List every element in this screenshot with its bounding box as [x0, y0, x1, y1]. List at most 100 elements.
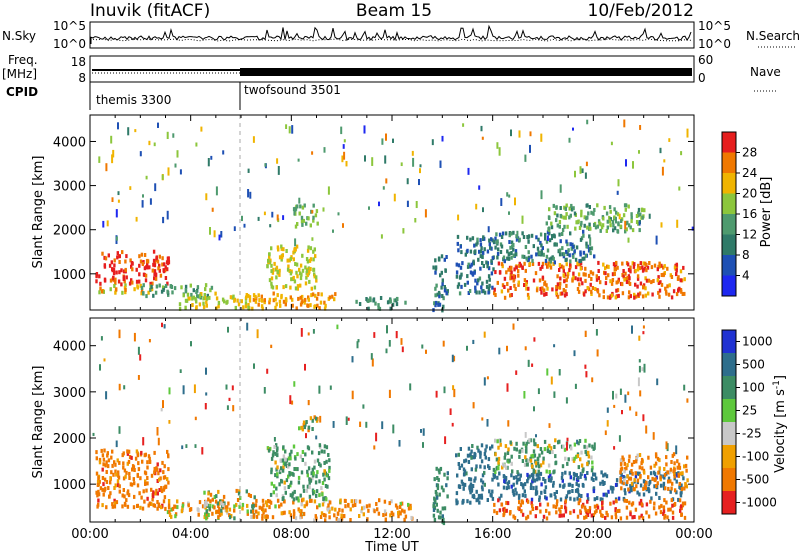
heatmap-cell [298, 426, 301, 431]
heatmap-cell [247, 168, 250, 173]
heatmap-cell [518, 237, 521, 242]
heatmap-cell [594, 225, 598, 230]
heatmap-cell [663, 472, 667, 477]
heatmap-cell [653, 484, 656, 489]
heatmap-cell [318, 385, 321, 394]
heatmap-cell [105, 505, 108, 510]
heatmap-cell [284, 297, 288, 302]
heatmap-cell [585, 452, 588, 457]
heatmap-cell [127, 449, 131, 454]
heatmap-cell [184, 284, 188, 289]
heatmap-cell [434, 490, 438, 494]
heatmap-cell [486, 419, 489, 427]
heatmap-cell [530, 254, 533, 259]
heatmap-cell [574, 276, 577, 281]
heatmap-cell [596, 496, 599, 501]
heatmap-cell [565, 283, 568, 288]
heatmap-cell [481, 417, 484, 421]
heatmap-cell [512, 278, 515, 283]
heatmap-cell [558, 285, 562, 290]
heatmap-cell [654, 461, 658, 466]
heatmap-cell [160, 486, 163, 490]
heatmap-cell [506, 451, 510, 455]
heatmap-cell [493, 475, 496, 480]
heatmap-cell [599, 481, 602, 486]
heatmap-cell [437, 468, 441, 473]
heatmap-cell [445, 291, 448, 296]
heatmap-cell [458, 291, 462, 296]
heatmap-cell [153, 142, 156, 147]
freq-tick-top: 18 [71, 55, 86, 69]
heatmap-cell [476, 237, 479, 242]
heatmap-cell [597, 219, 601, 224]
heatmap-cell [543, 292, 546, 297]
nsky-line [90, 24, 692, 44]
heatmap-cell [481, 261, 484, 265]
heatmap-cell [539, 266, 542, 271]
heatmap-cell [311, 210, 314, 214]
heatmap-cell [557, 249, 560, 254]
heatmap-cell [137, 346, 140, 355]
heatmap-cell [607, 489, 610, 494]
heatmap-cell [613, 272, 616, 276]
heatmap-cell [271, 270, 275, 275]
heatmap-cell [211, 511, 214, 516]
heatmap-cell [102, 492, 105, 497]
heatmap-cell [627, 391, 630, 396]
heatmap-cell [622, 213, 626, 218]
heatmap-cell [213, 505, 216, 510]
heatmap-cell [682, 265, 685, 270]
heatmap-cell [345, 161, 348, 167]
heatmap-cell [504, 444, 508, 449]
heatmap-cell [554, 505, 558, 510]
heatmap-cell [278, 268, 281, 273]
heatmap-cell [537, 237, 540, 242]
heatmap-cell [379, 296, 383, 300]
heatmap-cell [115, 472, 118, 477]
heatmap-cell [513, 267, 516, 272]
heatmap-cell [120, 282, 123, 287]
heatmap-cell [268, 297, 272, 302]
nsky-tick-top: 10^5 [53, 19, 86, 33]
heatmap-cell [156, 462, 159, 467]
heatmap-cell [609, 279, 612, 284]
heatmap-cell [622, 481, 625, 486]
heatmap-cell [294, 456, 297, 461]
heatmap-cell [323, 300, 326, 305]
nsearch-label: N.Search [746, 29, 800, 43]
heatmap-cell [304, 281, 308, 286]
heatmap-cell [542, 514, 546, 519]
heatmap-cell [466, 345, 468, 351]
heatmap-cell [493, 239, 496, 244]
heatmap-cell [575, 454, 578, 459]
heatmap-cell [161, 322, 163, 328]
heatmap-cell [117, 279, 121, 284]
heatmap-cell [225, 384, 228, 390]
heatmap-cell [524, 245, 528, 249]
heatmap-cell [109, 491, 112, 496]
heatmap-cell [616, 288, 620, 293]
heatmap-cell [276, 293, 279, 298]
heatmap-cell [328, 458, 331, 463]
heatmap-cell [504, 477, 507, 481]
heatmap-cell [550, 476, 553, 481]
heatmap-cell [166, 477, 169, 482]
heatmap-cell [643, 470, 646, 475]
heatmap-cell [245, 293, 248, 297]
velocity-y-axis-label: Slant Range [km] [31, 366, 46, 479]
heatmap-cell [440, 254, 444, 259]
heatmap-cell [298, 267, 301, 272]
heatmap-cell [255, 509, 258, 514]
heatmap-cell [599, 509, 602, 514]
heatmap-cell [503, 276, 507, 281]
heatmap-cell [98, 479, 101, 484]
heatmap-cell [153, 450, 156, 455]
heatmap-cell [546, 248, 550, 253]
heatmap-cell [310, 286, 313, 291]
heatmap-cell [305, 221, 308, 226]
heatmap-cell [270, 246, 273, 251]
heatmap-cell [443, 288, 447, 293]
heatmap-cell [289, 493, 292, 498]
heatmap-cell [375, 432, 378, 442]
heatmap-cell [545, 516, 549, 521]
